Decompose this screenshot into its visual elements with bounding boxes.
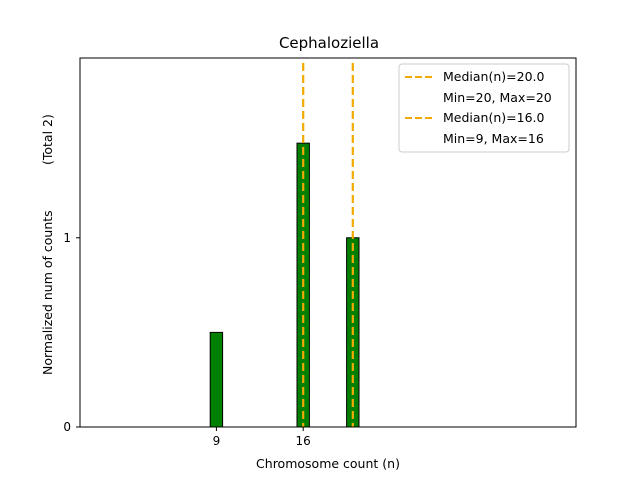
plot-frame bbox=[79, 57, 577, 428]
x-axis-ticks: 9 16 bbox=[213, 427, 311, 448]
y-axis-label: Normalized num of counts bbox=[40, 210, 55, 375]
legend: Median(n)=20.0 Min=20, Max=20 Median(n)=… bbox=[398, 63, 570, 153]
legend-entry-range-1: Min=20, Max=20 bbox=[443, 90, 552, 105]
median-lines-group bbox=[302, 63, 354, 427]
legend-entry-median-2: Median(n)=16.0 bbox=[443, 110, 544, 125]
x-axis-label: Chromosome count (n) bbox=[256, 456, 400, 471]
chart-title: Cephaloziella bbox=[279, 34, 379, 52]
x-tick-label-1: 16 bbox=[296, 434, 311, 448]
legend-entry-median-1: Median(n)=20.0 bbox=[443, 69, 544, 84]
legend-entry-range-2: Min=9, Max=16 bbox=[443, 131, 544, 146]
y-tick-label-0: 0 bbox=[63, 420, 71, 434]
legend-box bbox=[398, 63, 570, 153]
bar-0 bbox=[209, 331, 224, 428]
y-axis-ticks: 01 bbox=[63, 231, 80, 434]
y-axis-total-label: (Total 2) bbox=[40, 114, 55, 165]
y-tick-label-1: 1 bbox=[63, 231, 71, 245]
x-tick-label-0: 9 bbox=[213, 434, 221, 448]
